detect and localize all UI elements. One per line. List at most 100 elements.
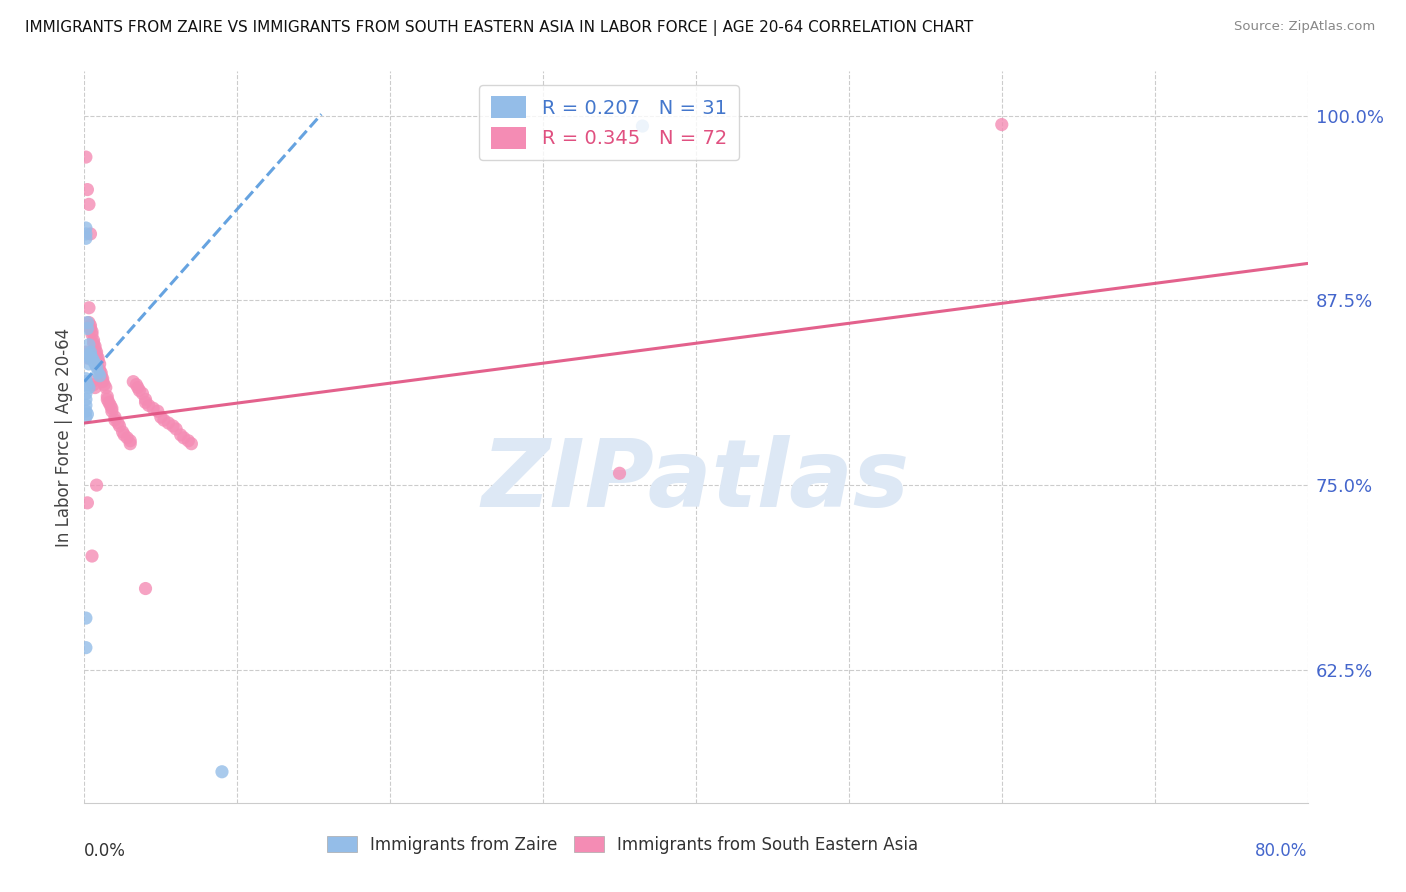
Point: [77, 337, 100, 351]
Point: [170, 428, 193, 442]
Point: [79, 318, 101, 333]
Point: [86, 345, 108, 359]
Point: [75, 404, 97, 418]
Point: [75, 231, 97, 245]
Point: [142, 401, 165, 416]
Point: [104, 410, 127, 425]
Point: [157, 416, 180, 430]
Point: [75, 398, 97, 412]
Text: 80.0%: 80.0%: [1256, 842, 1308, 860]
Point: [76, 496, 98, 510]
Point: [631, 119, 654, 133]
Point: [609, 467, 631, 481]
Point: [91, 372, 114, 386]
Point: [89, 363, 111, 377]
Point: [90, 368, 112, 383]
Point: [76, 321, 98, 335]
Point: [138, 398, 160, 412]
Point: [77, 351, 100, 365]
Text: IMMIGRANTS FROM ZAIRE VS IMMIGRANTS FROM SOUTH EASTERN ASIA IN LABOR FORCE | AGE: IMMIGRANTS FROM ZAIRE VS IMMIGRANTS FROM…: [25, 20, 973, 36]
Point: [75, 410, 97, 425]
Point: [76, 407, 98, 421]
Point: [84, 357, 107, 371]
Point: [115, 431, 138, 445]
Point: [135, 392, 157, 407]
Point: [75, 150, 97, 164]
Point: [93, 377, 115, 392]
Point: [80, 325, 103, 339]
Point: [91, 375, 114, 389]
Legend: Immigrants from Zaire, Immigrants from South Eastern Asia: Immigrants from Zaire, Immigrants from S…: [321, 829, 925, 860]
Point: [104, 413, 127, 427]
Point: [76, 183, 98, 197]
Point: [75, 392, 97, 407]
Point: [89, 368, 111, 383]
Point: [80, 351, 103, 365]
Point: [87, 351, 110, 365]
Point: [87, 366, 110, 380]
Point: [77, 381, 100, 395]
Point: [135, 395, 157, 409]
Point: [83, 354, 105, 368]
Point: [75, 386, 97, 401]
Point: [75, 640, 97, 655]
Point: [120, 434, 142, 448]
Point: [77, 197, 100, 211]
Point: [75, 227, 97, 241]
Point: [75, 375, 97, 389]
Point: [76, 348, 98, 362]
Point: [120, 436, 142, 450]
Point: [153, 413, 176, 427]
Point: [991, 118, 1014, 132]
Point: [76, 351, 98, 365]
Y-axis label: In Labor Force | Age 20-64: In Labor Force | Age 20-64: [55, 327, 73, 547]
Point: [211, 764, 233, 779]
Text: 0.0%: 0.0%: [84, 842, 127, 860]
Point: [173, 431, 195, 445]
Point: [76, 348, 98, 362]
Point: [83, 333, 105, 347]
Point: [112, 428, 135, 442]
Point: [76, 316, 98, 330]
Point: [135, 582, 157, 596]
Point: [89, 357, 111, 371]
Point: [77, 316, 100, 330]
Point: [80, 375, 103, 389]
Point: [75, 611, 97, 625]
Point: [122, 375, 145, 389]
Point: [84, 342, 107, 356]
Point: [177, 434, 200, 448]
Point: [101, 401, 124, 416]
Point: [75, 372, 97, 386]
Point: [79, 227, 101, 241]
Point: [75, 345, 97, 359]
Point: [107, 416, 129, 430]
Point: [86, 348, 108, 362]
Point: [162, 419, 184, 434]
Text: ZIPatlas: ZIPatlas: [482, 435, 910, 527]
Point: [80, 327, 103, 342]
Point: [165, 422, 187, 436]
Point: [76, 377, 98, 392]
Point: [125, 377, 148, 392]
Point: [84, 339, 107, 353]
Point: [79, 321, 101, 335]
Point: [87, 354, 110, 368]
Point: [79, 345, 101, 359]
Point: [80, 549, 103, 563]
Point: [101, 404, 124, 418]
Point: [98, 398, 121, 412]
Point: [90, 366, 112, 380]
Text: Source: ZipAtlas.com: Source: ZipAtlas.com: [1234, 20, 1375, 33]
Point: [83, 336, 105, 351]
Point: [86, 478, 108, 492]
Point: [84, 381, 107, 395]
Point: [146, 404, 169, 418]
Point: [83, 377, 105, 392]
Point: [77, 301, 100, 315]
Point: [180, 436, 202, 450]
Point: [94, 381, 117, 395]
Point: [97, 395, 120, 409]
Point: [86, 359, 108, 374]
Point: [127, 381, 149, 395]
